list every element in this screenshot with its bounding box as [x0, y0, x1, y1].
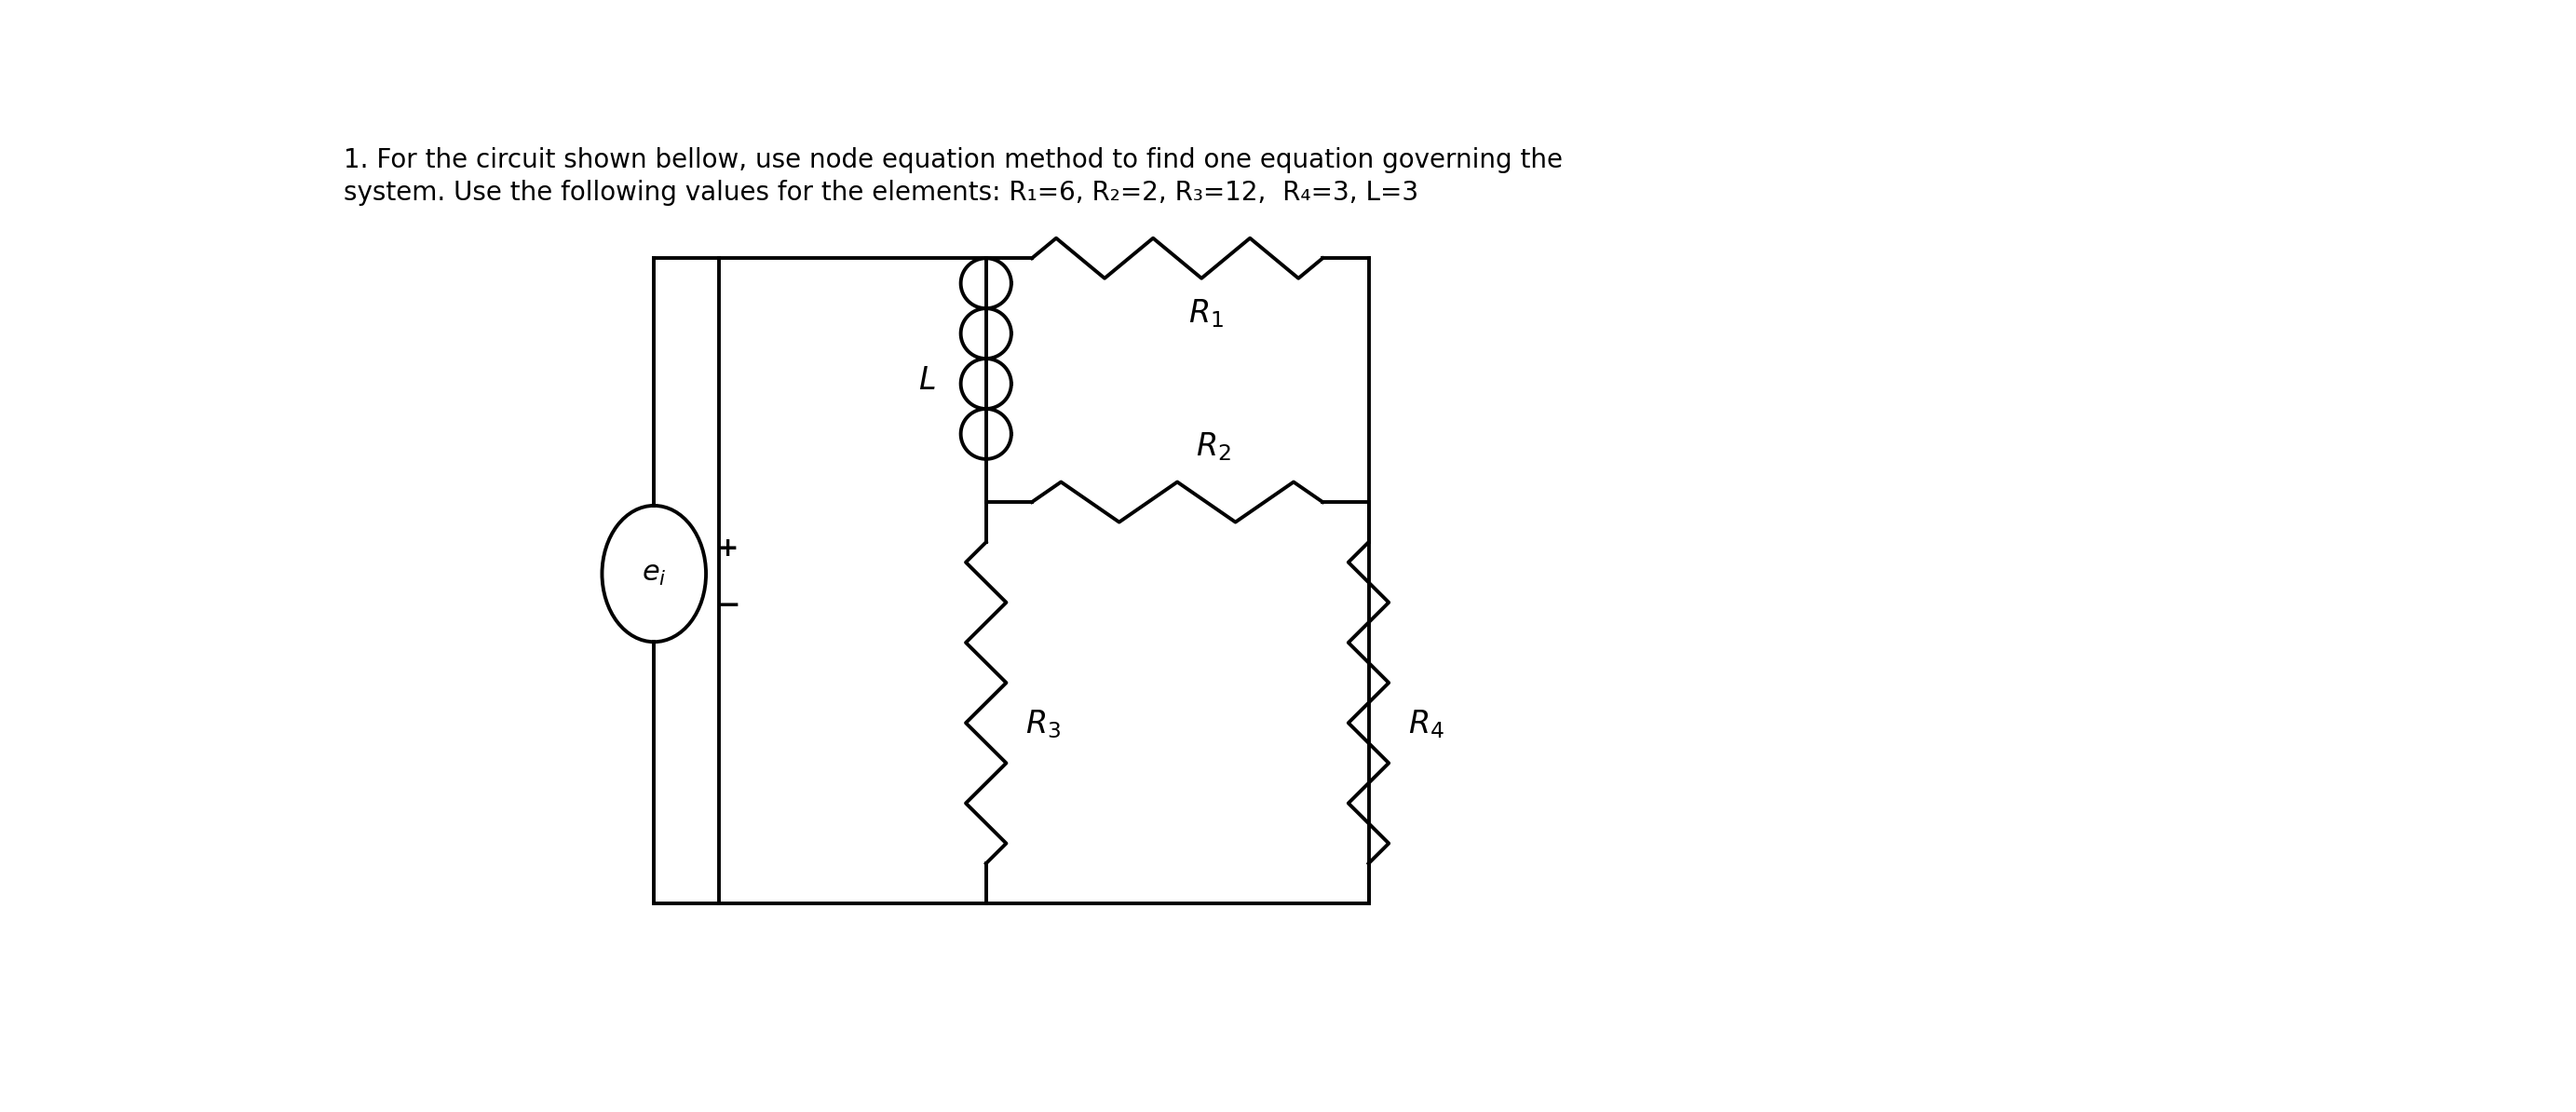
Text: $e_i$: $e_i$	[641, 560, 667, 587]
Text: $L$: $L$	[917, 365, 935, 396]
Text: $R_4$: $R_4$	[1409, 708, 1445, 741]
Text: $R_2$: $R_2$	[1195, 430, 1231, 463]
Text: system. Use the following values for the elements: R₁=6, R₂=2, R₃=12,  R₄=3, L=3: system. Use the following values for the…	[343, 179, 1419, 206]
Text: −: −	[716, 593, 739, 619]
Text: $R_3$: $R_3$	[1025, 708, 1061, 741]
Text: $R_1$: $R_1$	[1188, 298, 1224, 330]
Text: +: +	[716, 536, 739, 562]
Text: 1. For the circuit shown bellow, use node equation method to find one equation g: 1. For the circuit shown bellow, use nod…	[343, 147, 1564, 173]
